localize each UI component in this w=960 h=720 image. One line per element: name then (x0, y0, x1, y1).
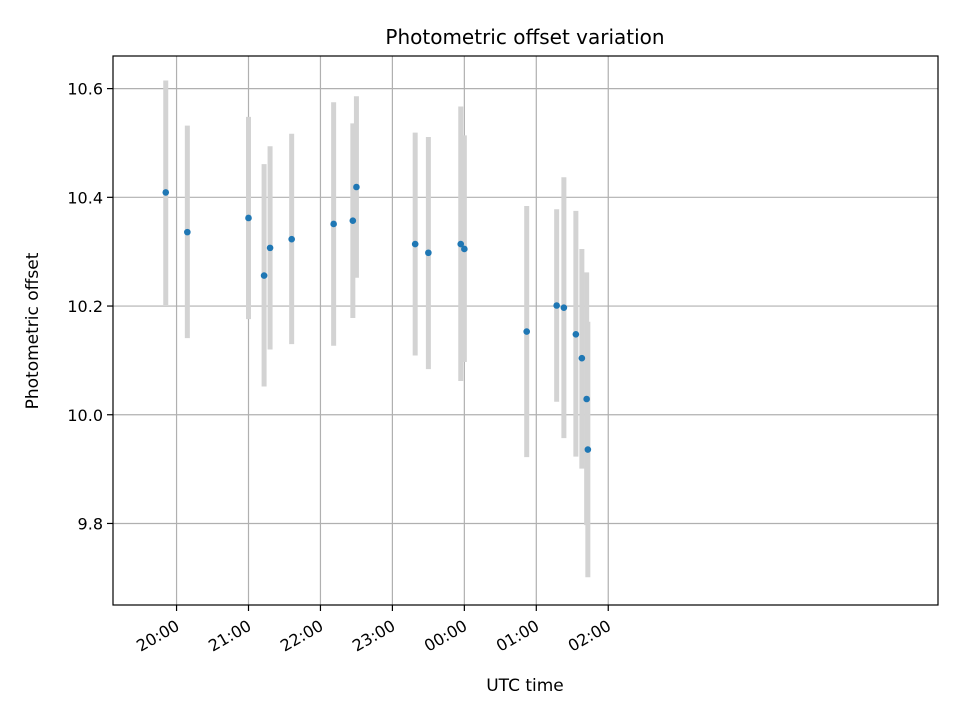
y-tick-label: 9.8 (78, 514, 103, 533)
data-point (349, 217, 357, 224)
data-point (425, 249, 432, 257)
y-axis-ticks: 9.8 10.0 10.2 10.4 10.6 (67, 80, 113, 533)
data-point (411, 240, 419, 248)
data-point (266, 244, 274, 252)
data-point (578, 354, 586, 362)
data-point (457, 240, 465, 248)
y-tick-label: 10.2 (67, 297, 103, 316)
data-point (245, 214, 252, 222)
data-point (184, 228, 191, 236)
chart-title: Photometric offset variation (385, 25, 664, 49)
data-point (523, 328, 530, 335)
data-point (560, 304, 568, 311)
y-tick-label: 10.4 (67, 188, 103, 207)
data-point (260, 272, 268, 279)
data-point (288, 235, 295, 243)
data-point (461, 245, 468, 253)
y-tick-label: 10.0 (67, 406, 103, 425)
data-point (353, 183, 360, 191)
x-axis-title: UTC time (486, 676, 564, 696)
data-point (162, 189, 170, 196)
data-points (162, 183, 592, 453)
data-point (572, 331, 580, 338)
data-point (584, 446, 592, 453)
y-axis-title: Photometric offset (23, 252, 43, 409)
data-point (583, 395, 590, 403)
plot-frame (112, 55, 939, 606)
data-point (330, 220, 337, 228)
y-tick-label: 10.6 (67, 80, 103, 99)
data-point (553, 302, 560, 309)
